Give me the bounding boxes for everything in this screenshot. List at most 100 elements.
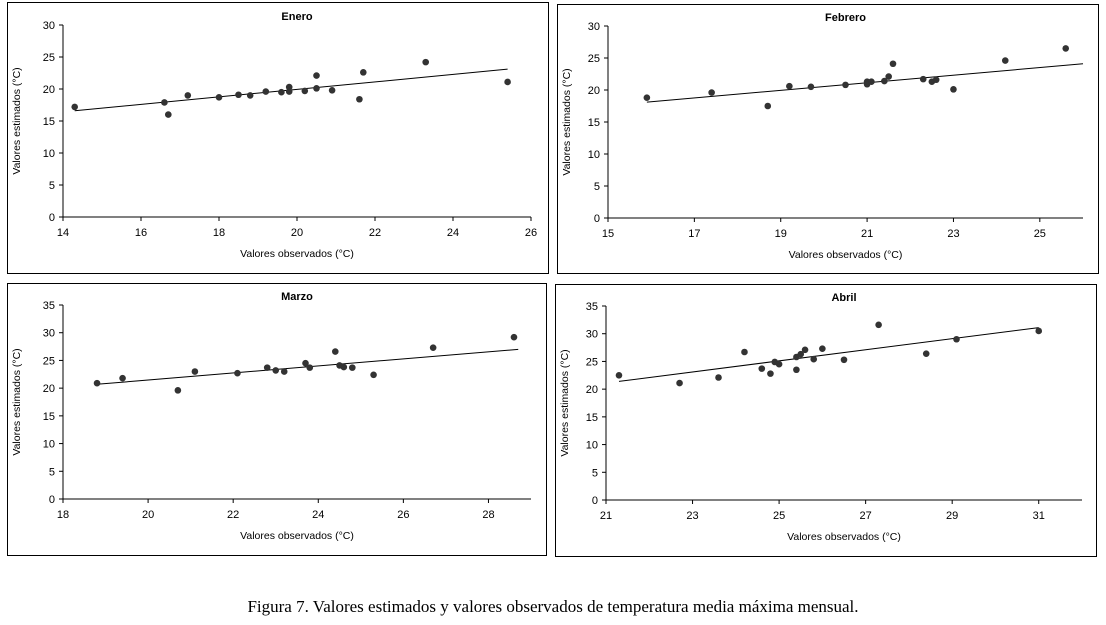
data-point [262,88,270,95]
data-point [919,75,927,83]
chart-title: Enero [281,11,312,23]
data-point [234,369,241,377]
data-point [71,103,78,111]
y-tick-label: 20 [43,383,55,395]
chart-svg: Febrero 0 5 10 15 20 25 30 15 17 19 21 23 25 Valores o… [561,12,1084,261]
data-point [950,86,957,93]
y-tick-label: 0 [49,494,55,506]
data-point [881,77,888,85]
data-point [510,333,518,341]
data-point [235,91,242,99]
data-point [340,363,348,371]
data-point [676,379,683,387]
data-point [810,355,818,363]
chart-title: Marzo [281,291,313,303]
data-point [1062,45,1070,52]
data-point [775,360,783,368]
data-point [349,364,356,371]
data-point [819,345,826,352]
x-tick-label: 16 [135,227,147,239]
data-point [184,92,192,99]
chart-panel-febrero: Febrero 0 5 10 15 20 25 30 15 17 19 21 23 25 Valores o… [557,4,1099,274]
data-point [422,58,430,66]
data-point [370,371,377,379]
y-tick-label: 30 [43,20,55,32]
data-point [767,370,774,377]
x-tick-label: 24 [447,227,459,239]
chart-panel-marzo: Marzo 0 5 10 15 20 25 30 35 18 20 22 24 26 28 Valores o… [7,283,547,556]
data-point [793,366,800,374]
data-point [313,85,320,92]
data-point [1001,57,1009,64]
y-tick-label: 5 [594,181,600,193]
x-tick-label: 31 [1033,510,1045,522]
chart-svg: Enero 0 5 10 15 20 25 30 14 16 18 20 22 24 26 Valores o… [11,11,537,260]
data-point [174,387,182,394]
data-point [764,102,772,110]
x-axis-label: Valores observados (°C) [240,530,354,542]
chart-svg: Abril 0 5 10 15 20 25 30 35 21 23 25 27 29 31 Valores o… [559,292,1082,543]
data-point [302,359,309,367]
y-axis-label: Valores estimados (°C) [11,348,23,455]
y-tick-label: 5 [49,180,55,192]
data-point [953,335,960,343]
data-point [875,321,882,329]
x-tick-label: 21 [861,228,873,240]
data-point [708,89,715,96]
y-tick-label: 30 [588,21,600,33]
data-point [246,92,254,99]
chart-panel-enero: Enero 0 5 10 15 20 25 30 14 16 18 20 22 24 26 Valores o… [7,2,549,274]
x-tick-label: 27 [860,510,872,522]
data-point [191,368,199,375]
data-point [93,379,101,387]
y-tick-label: 5 [592,467,598,479]
data-point [301,87,309,95]
y-tick-label: 20 [588,85,600,97]
x-tick-label: 22 [369,227,381,239]
x-tick-label: 23 [947,228,959,240]
data-point [889,60,897,68]
data-point [356,95,363,103]
data-point [885,73,892,80]
y-tick-label: 25 [43,52,55,64]
chart-svg: Marzo 0 5 10 15 20 25 30 35 18 20 22 24 26 28 Valores o… [11,291,531,542]
chart-panel-abril: Abril 0 5 10 15 20 25 30 35 21 23 25 27 29 31 Valores o… [555,284,1097,557]
x-tick-label: 18 [213,227,225,239]
trend-line [618,327,1039,382]
data-point [285,83,293,91]
data-point [331,348,339,355]
data-point [840,356,848,364]
data-point [615,371,623,379]
y-tick-label: 0 [592,495,598,507]
y-tick-label: 20 [586,384,598,396]
data-point [328,86,336,94]
x-tick-label: 19 [775,228,787,240]
data-point [263,364,271,371]
x-tick-label: 15 [602,228,614,240]
data-point [868,78,875,85]
x-tick-label: 28 [482,509,494,521]
y-tick-label: 5 [49,466,55,478]
y-axis-label: Valores estimados (°C) [11,67,23,174]
y-tick-label: 25 [43,355,55,367]
x-tick-label: 22 [227,509,239,521]
data-point [842,81,849,89]
chart-title: Febrero [825,12,866,24]
data-point [1035,327,1043,335]
data-point [306,364,314,371]
x-tick-label: 26 [397,509,409,521]
y-tick-label: 15 [43,411,55,423]
y-tick-label: 0 [49,212,55,224]
y-axis-label: Valores estimados (°C) [561,68,573,175]
data-point [165,111,172,118]
x-axis-label: Valores observados (°C) [240,248,354,260]
y-tick-label: 10 [43,148,55,160]
data-point [786,82,793,90]
x-tick-label: 21 [600,510,612,522]
y-tick-label: 30 [43,328,55,340]
data-point [278,88,285,96]
x-tick-label: 17 [688,228,700,240]
y-tick-label: 25 [586,356,598,368]
x-tick-label: 24 [312,509,324,521]
data-point [758,365,766,372]
